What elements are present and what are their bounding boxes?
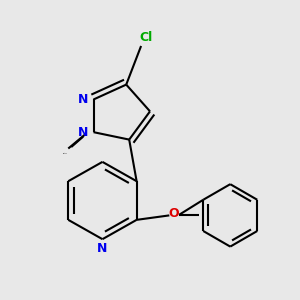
Text: methyl: methyl (63, 153, 68, 154)
Text: O: O (169, 207, 179, 220)
Text: Cl: Cl (139, 31, 152, 44)
Text: N: N (78, 93, 88, 106)
Text: N: N (78, 126, 88, 139)
Text: N: N (97, 242, 108, 255)
